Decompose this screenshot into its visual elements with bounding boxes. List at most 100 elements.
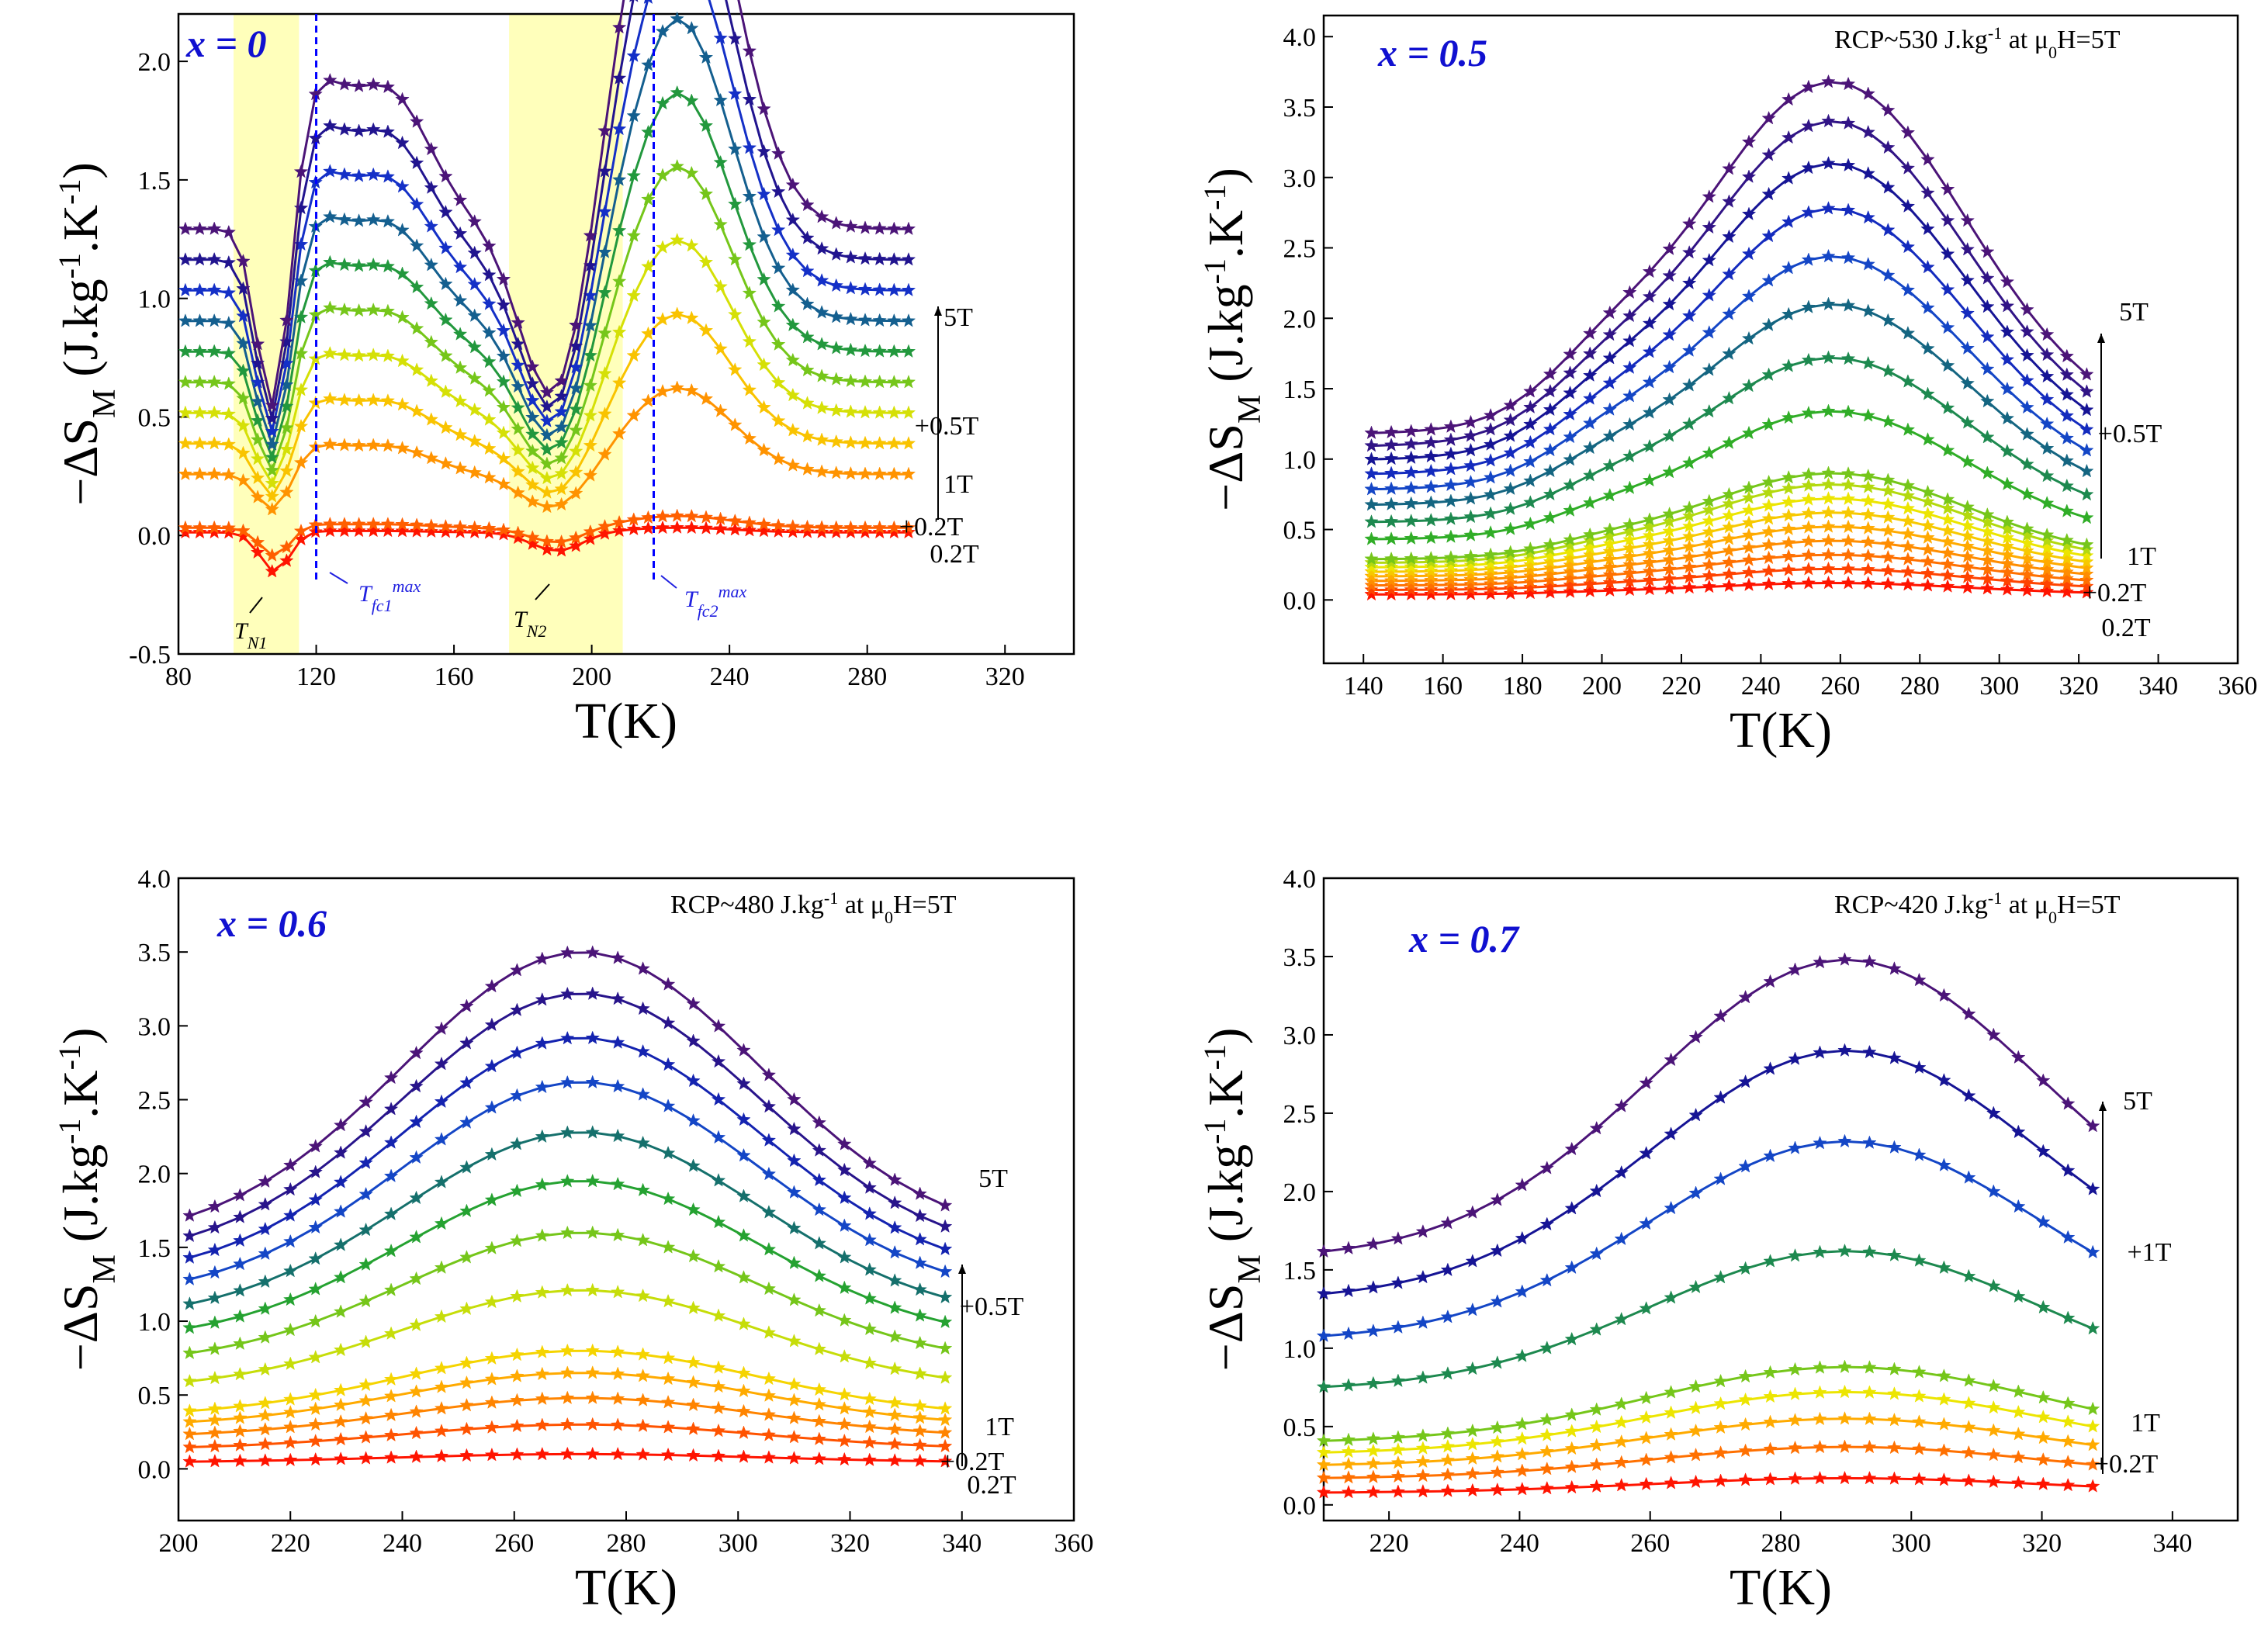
series-line-2 (189, 1423, 946, 1448)
text-part: M (1232, 395, 1268, 424)
series-markers-8 (178, 11, 916, 451)
panel-composition-label: x = 0 (185, 22, 267, 65)
y-tick-label: 0.5 (1283, 517, 1317, 545)
y-tick-label: 2.0 (138, 1161, 171, 1189)
chart-panel-3: 200 220 240 260 280 300 320 340 360 0.0 0.5 1.0 1.5 2… (52, 865, 1094, 1616)
series-markers-1 (1364, 575, 2094, 601)
y-tick-label: 0.0 (1283, 586, 1317, 615)
series-markers-6 (1316, 1243, 2100, 1393)
annotation-arrow (535, 583, 550, 600)
field-label: +0.2T (2094, 1450, 2159, 1479)
field-arrow-head (2099, 1102, 2107, 1111)
text-part: ) (1198, 168, 1253, 184)
x-tick-label: 200 (572, 663, 611, 691)
x-tick-label: 260 (1820, 672, 1860, 701)
x-axis-label: T(K) (1730, 702, 1832, 759)
y-tick-label: 0.0 (138, 1455, 171, 1484)
text-part: -1 (52, 179, 87, 205)
x-tick-label: 200 (159, 1529, 199, 1558)
x-tick-label: 80 (165, 663, 192, 691)
field-label: 0.2T (967, 1471, 1016, 1500)
y-tick-label: 1.5 (138, 1234, 171, 1263)
series-markers-1 (182, 1446, 953, 1468)
text-part: H=5T (2057, 891, 2121, 919)
series-markers-15 (1364, 156, 2094, 465)
series-markers-7 (1364, 490, 2094, 574)
y-tick-label: 4.0 (1283, 23, 1317, 52)
series-line-3 (189, 1396, 946, 1436)
text-part: N1 (247, 633, 268, 652)
series-markers-7 (182, 1225, 953, 1360)
x-tick-label: 320 (985, 663, 1025, 691)
text-part: T (684, 586, 699, 612)
field-label: 5T (944, 303, 973, 332)
x-tick-label: 280 (1761, 1529, 1801, 1558)
x-tick-label: 280 (1900, 672, 1940, 701)
field-label: 0.2T (930, 540, 979, 569)
x-tick-label: 180 (1503, 672, 1543, 701)
x-tick-label: 360 (1054, 1529, 1094, 1558)
text-part: -1 (824, 888, 838, 908)
series-markers-6 (178, 158, 916, 477)
x-tick-label: 340 (2152, 1529, 2192, 1558)
x-tick-label: 160 (1423, 672, 1463, 701)
temperature-annotation: TN2 (514, 607, 546, 641)
series-markers-16 (1364, 113, 2094, 452)
text-part: RCP~420 J.kg (1834, 891, 1988, 919)
series-markers-11 (182, 1030, 953, 1264)
series-markers-1 (178, 520, 916, 578)
series-markers-8 (1316, 1043, 2100, 1300)
y-tick-label: 1.5 (1283, 375, 1317, 404)
text-part: −ΔS (1198, 1283, 1253, 1371)
y-tick-label: 3.5 (1283, 943, 1317, 972)
series-line-12 (1371, 303, 2088, 507)
text-part: .K (1198, 1070, 1253, 1118)
y-tick-label: 0.0 (138, 522, 171, 551)
text-part: 0 (2048, 43, 2057, 62)
text-part: -1 (1197, 185, 1232, 210)
text-part: N2 (526, 621, 547, 641)
field-label: +0.5T (2098, 420, 2162, 448)
y-tick-label: -0.5 (129, 641, 171, 670)
y-tick-label: 1.0 (138, 1308, 171, 1337)
x-tick-label: 260 (1630, 1529, 1670, 1558)
series-group (182, 945, 953, 1468)
text-part: −ΔS (53, 1283, 108, 1371)
temperature-annotation: Tfc1max (358, 576, 421, 615)
series-markers-11 (178, 19, 916, 412)
y-tick-label: 2.5 (1283, 235, 1317, 264)
series-markers-3 (182, 1390, 953, 1441)
text-part: T (234, 618, 249, 644)
series-markers-7 (178, 85, 916, 464)
series-markers-8 (182, 1173, 953, 1334)
x-tick-label: 300 (1892, 1529, 1931, 1558)
text-part: .K (53, 1070, 108, 1118)
text-part: at μ (2002, 891, 2048, 919)
x-tick-label: 340 (2138, 672, 2178, 701)
field-arrow-head (2097, 334, 2105, 343)
x-tick-label: 280 (607, 1529, 646, 1558)
x-tick-label: 220 (1661, 672, 1701, 701)
axes-frame (177, 12, 1075, 656)
text-part: −ΔS (53, 418, 108, 506)
text-part: M (87, 389, 123, 418)
text-part: -1 (52, 1119, 87, 1144)
field-arrow-head (958, 1265, 966, 1274)
field-label: +1T (2128, 1238, 2172, 1267)
rcp-annotation: RCP~530 J.kg-1 at μ0H=5T (1834, 23, 2121, 62)
y-tick-label: 2.0 (1283, 305, 1317, 334)
series-markers-11 (1364, 350, 2094, 528)
text-part: M (1232, 1254, 1268, 1283)
axes-frame (1322, 877, 2239, 1522)
series-markers-7 (1316, 1133, 2100, 1342)
series-group (1316, 952, 2100, 1499)
series-line-13 (1371, 254, 2088, 491)
x-tick-label: 340 (942, 1529, 982, 1558)
text-part: (J.kg (1198, 1144, 1253, 1254)
y-tick-label: 3.0 (1283, 1022, 1317, 1050)
panel-composition-label: x = 0.6 (216, 901, 327, 945)
series-markers-6 (1364, 505, 2094, 578)
text-part: T (358, 581, 373, 607)
field-label: +0.2T (2083, 579, 2147, 607)
y-axis-label: −ΔSM (J.kg-1.K-1) (1197, 1028, 1269, 1372)
